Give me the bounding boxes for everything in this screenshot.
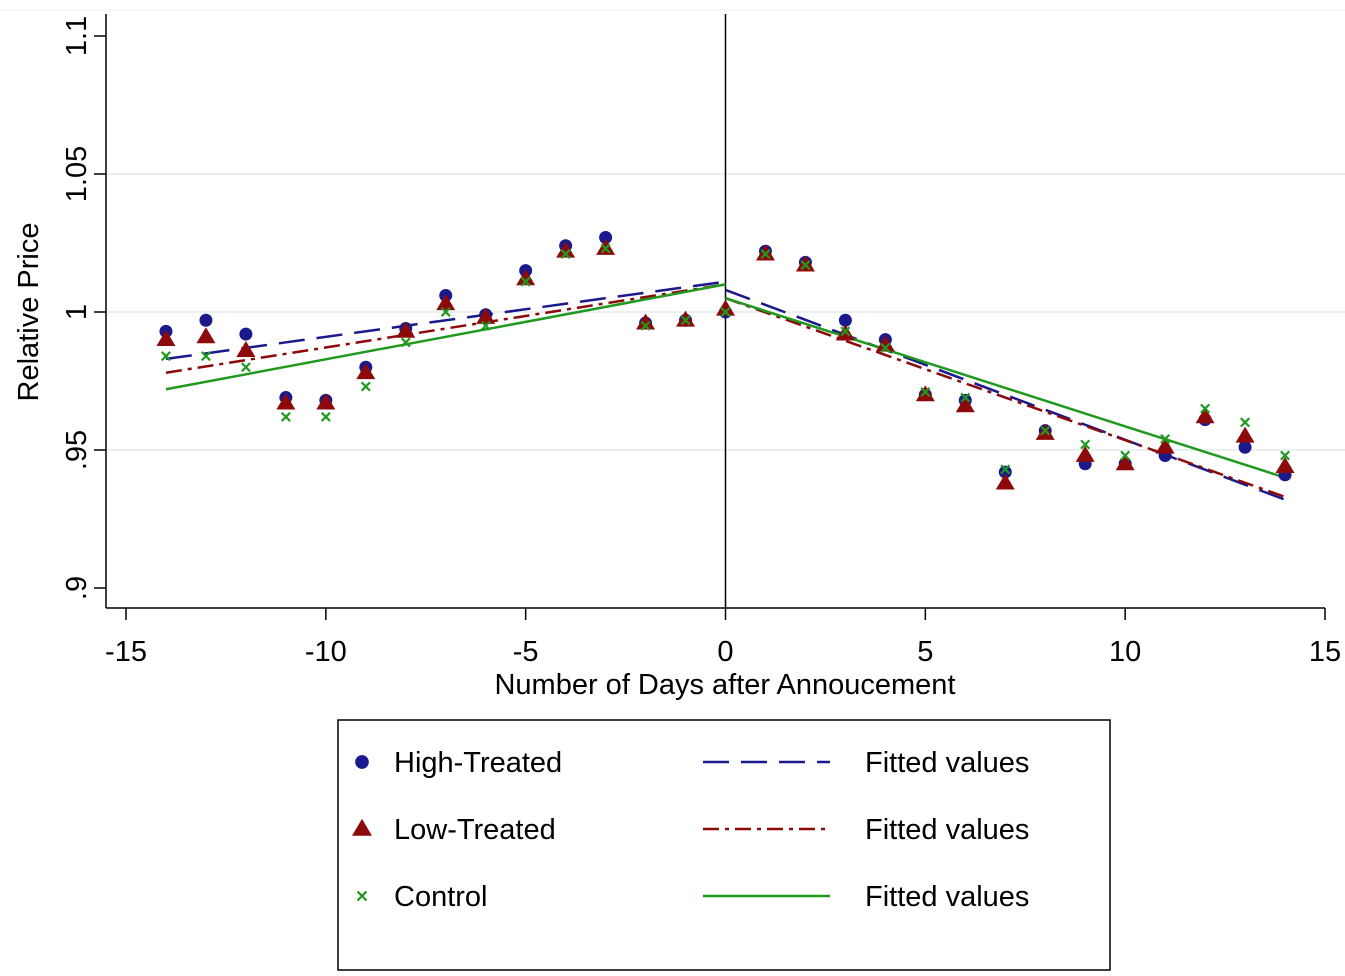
data-point-x — [280, 411, 291, 422]
data-point-x — [440, 307, 451, 317]
data-point-x — [680, 315, 691, 326]
data-point-triangle — [396, 321, 416, 338]
data-points — [156, 230, 1295, 490]
legend-label: Control — [394, 881, 488, 913]
data-point-triangle — [516, 269, 536, 286]
data-point-x — [320, 411, 331, 422]
data-point-triangle — [196, 327, 216, 344]
x-tick-label: -5 — [513, 636, 539, 668]
data-point-x — [1200, 403, 1211, 414]
data-point-triangle — [356, 363, 376, 380]
data-point-x — [520, 276, 531, 287]
data-point-x — [720, 307, 731, 317]
data-point-triangle — [755, 244, 775, 261]
data-point-triangle — [636, 313, 656, 330]
legend: High-Treated Fitted values Low-Treated Fitt… — [337, 719, 1111, 971]
data-point-x — [760, 249, 771, 260]
data-point-triangle — [995, 473, 1015, 490]
data-point-triangle — [436, 294, 456, 311]
data-point-x — [880, 342, 891, 353]
data-point-triangle — [156, 330, 176, 346]
data-point-x — [800, 260, 811, 271]
data-point-circle — [1238, 440, 1252, 454]
data-point-triangle — [1115, 454, 1135, 471]
data-point-x — [160, 351, 171, 362]
data-point-triangle — [795, 255, 815, 272]
legend-marker-circle — [355, 755, 369, 769]
data-point-x — [920, 387, 931, 398]
data-point-triangle — [1275, 456, 1295, 473]
data-point-x — [1280, 450, 1291, 461]
data-point-circle — [998, 465, 1012, 479]
data-point-x — [480, 320, 491, 331]
data-point-x — [600, 243, 611, 254]
x-tick-label: 0 — [717, 636, 733, 668]
data-point-triangle — [476, 307, 496, 324]
data-point-x — [200, 351, 211, 362]
data-point-triangle — [596, 238, 616, 255]
legend-label: Fitted values — [865, 881, 1029, 913]
data-point-x — [1040, 425, 1051, 436]
data-point-circle — [239, 327, 253, 341]
legend-marker-triangle — [352, 818, 372, 836]
x-tick-label: -10 — [305, 636, 347, 668]
legend-label: Fitted values — [865, 814, 1029, 846]
data-point-x — [1240, 417, 1251, 428]
x-tick-label: -15 — [105, 636, 147, 668]
fitted-line-segment — [725, 297, 1286, 479]
data-point-triangle — [1075, 445, 1095, 462]
data-point-triangle — [1195, 407, 1215, 424]
axes: -15 -10 -5 0 5 10 15 .9 .95 1 1.05 1.1 — [61, 14, 1341, 668]
y-tick-label: 1.05 — [61, 146, 93, 202]
data-point-x — [560, 249, 571, 260]
data-point-triangle — [955, 396, 975, 413]
x-tick-label: 5 — [917, 636, 933, 668]
fitted-line-segment — [725, 297, 1286, 499]
y-axis-label: Relative Price — [13, 223, 45, 402]
data-point-triangle — [276, 393, 296, 410]
x-axis-label: Number of Days after Annoucement — [494, 669, 955, 701]
data-point-triangle — [556, 241, 576, 258]
data-point-triangle — [676, 310, 696, 327]
data-point-triangle — [236, 341, 256, 358]
data-point-triangle — [716, 299, 735, 316]
data-point-x — [840, 326, 851, 337]
data-point-x — [640, 320, 651, 331]
data-point-x — [1160, 433, 1171, 444]
fitted-line-segment — [165, 280, 726, 361]
data-point-circle — [838, 313, 852, 327]
x-tick-label: 10 — [1109, 636, 1141, 668]
legend-marker-x — [356, 890, 368, 902]
x-tick-label: 15 — [1309, 636, 1341, 668]
data-point-circle — [599, 230, 613, 244]
legend-label: Fitted values — [865, 747, 1029, 779]
y-tick-label: .9 — [61, 576, 93, 600]
data-point-circle — [199, 313, 213, 327]
legend-label: High-Treated — [394, 747, 562, 779]
data-point-x — [1120, 450, 1131, 461]
y-tick-label: 1 — [61, 304, 93, 320]
data-point-x — [240, 362, 251, 373]
fitted-lines — [165, 280, 1286, 501]
fitted-line-segment — [165, 283, 726, 391]
data-point-triangle — [875, 335, 895, 352]
data-point-x — [1000, 464, 1011, 475]
data-point-triangle — [1235, 426, 1255, 443]
data-point-x — [360, 381, 371, 392]
y-tick-label: 1.1 — [61, 16, 93, 56]
fitted-line-segment — [165, 283, 726, 374]
data-point-x — [1080, 439, 1091, 450]
legend-label: Low-Treated — [394, 814, 556, 846]
data-point-x — [960, 392, 971, 403]
y-tick-label: .95 — [61, 430, 93, 470]
data-point-triangle — [316, 393, 336, 410]
data-point-triangle — [1155, 437, 1175, 454]
data-point-x — [400, 337, 411, 348]
